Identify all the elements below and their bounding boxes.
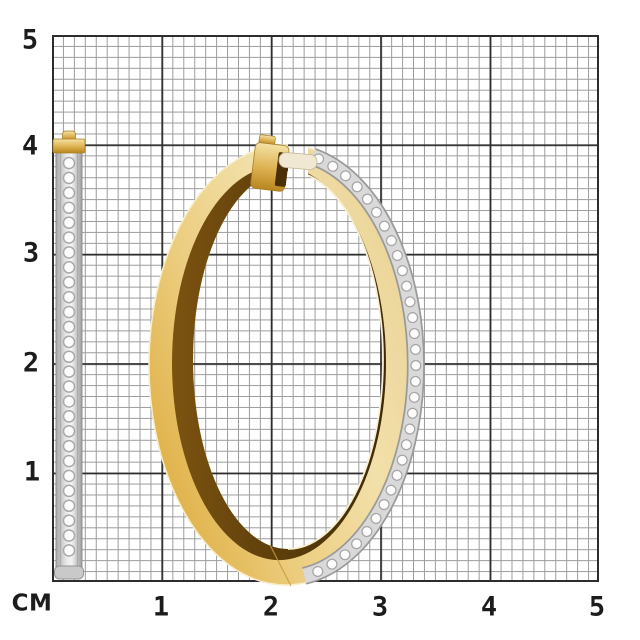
y-axis-label-1: 1 [23,456,41,488]
y-axis-label-5: 5 [21,24,39,56]
earring-side-view [52,130,86,580]
y-axis-label-2: 2 [22,347,40,379]
y-axis-label-3: 3 [22,237,40,269]
x-axis-label-2: 2 [262,591,280,623]
x-axis-label-1: 1 [152,591,170,623]
x-axis-label-3: 3 [371,591,389,623]
grid-major-lines [52,35,599,582]
hoop-diamond-channel [298,148,425,585]
y-axis-label-4: 4 [21,130,39,162]
diamond-row [299,152,421,581]
hoop-inner-edge-highlight [287,170,384,550]
side-earring-gold-cap [52,138,86,154]
earring-front-view [148,134,425,587]
grid-border [52,35,599,582]
hoop-seam [269,544,292,587]
hoop-clasp-pin [278,152,318,171]
hoop-clasp-hinge [250,134,290,192]
x-axis-label-4: 4 [480,591,498,623]
side-earring-end-cap [54,565,84,580]
unit-label-cm: СМ [11,590,53,617]
x-axis-label-5: 5 [588,591,606,623]
measurement-grid [52,35,599,582]
side-earring-channel-edges [59,153,79,571]
